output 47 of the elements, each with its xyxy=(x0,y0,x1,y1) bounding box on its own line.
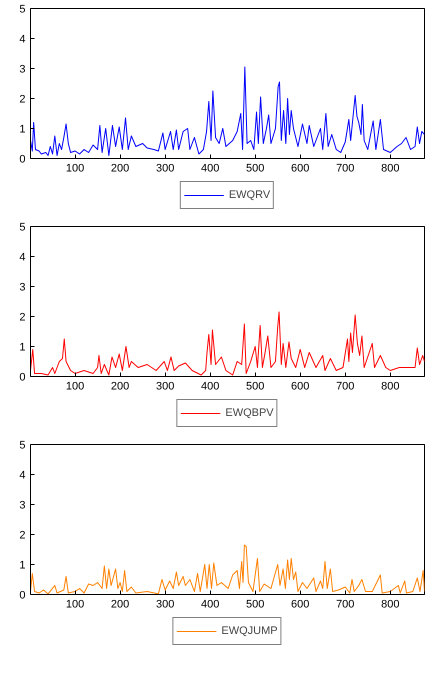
x-tick-label: 100 xyxy=(66,380,84,392)
y-tick-label: 3 xyxy=(19,500,26,512)
y-tick-label: 5 xyxy=(19,4,26,16)
x-tick-label: 300 xyxy=(156,598,174,610)
y-tick-label: 1 xyxy=(19,342,26,354)
y-tick-label: 3 xyxy=(19,282,26,294)
y-tick-label: 5 xyxy=(19,440,26,452)
x-tick-label: 400 xyxy=(200,162,220,174)
y-tick-label: 0 xyxy=(19,372,26,384)
y-tick-label: 2 xyxy=(19,530,26,542)
y-tick-label: 5 xyxy=(19,222,26,234)
x-tick-label: 200 xyxy=(110,162,130,174)
legend-label: EWQBPV xyxy=(225,407,274,419)
y-tick-label: 4 xyxy=(19,252,26,264)
x-tick-label: 700 xyxy=(336,380,354,392)
x-tick-label: 700 xyxy=(336,162,354,174)
x-tick-label: 400 xyxy=(200,380,220,392)
y-tick-label: 1 xyxy=(19,124,26,136)
x-tick-label: 100 xyxy=(66,162,84,174)
y-tick-label: 0 xyxy=(19,154,26,166)
legend-label: EWQJUMP xyxy=(221,625,278,637)
x-tick-label: 600 xyxy=(291,380,310,392)
x-tick-label: 700 xyxy=(336,598,354,610)
line-series xyxy=(30,66,424,156)
x-tick-label: 800 xyxy=(381,598,400,610)
legend-label: EWQRV xyxy=(228,189,270,201)
x-tick-label: 600 xyxy=(291,598,310,610)
y-tick-label: 4 xyxy=(19,470,26,482)
x-tick-label: 500 xyxy=(246,380,264,392)
y-tick-label: 0 xyxy=(19,590,26,602)
x-tick-label: 100 xyxy=(66,598,84,610)
x-tick-label: 300 xyxy=(156,162,174,174)
x-tick-label: 600 xyxy=(291,162,310,174)
x-tick-label: 200 xyxy=(110,598,130,610)
x-tick-label: 300 xyxy=(156,380,174,392)
x-tick-label: 500 xyxy=(246,162,264,174)
y-tick-label: 4 xyxy=(19,34,26,46)
x-tick-label: 800 xyxy=(381,380,400,392)
x-tick-label: 500 xyxy=(246,598,264,610)
line-series xyxy=(30,312,424,376)
y-tick-label: 3 xyxy=(19,64,26,76)
y-tick-label: 2 xyxy=(19,312,26,324)
y-tick-label: 1 xyxy=(19,560,26,572)
x-tick-label: 800 xyxy=(381,162,400,174)
x-tick-label: 400 xyxy=(200,598,220,610)
x-tick-label: 200 xyxy=(110,380,130,392)
y-tick-label: 2 xyxy=(19,94,26,106)
